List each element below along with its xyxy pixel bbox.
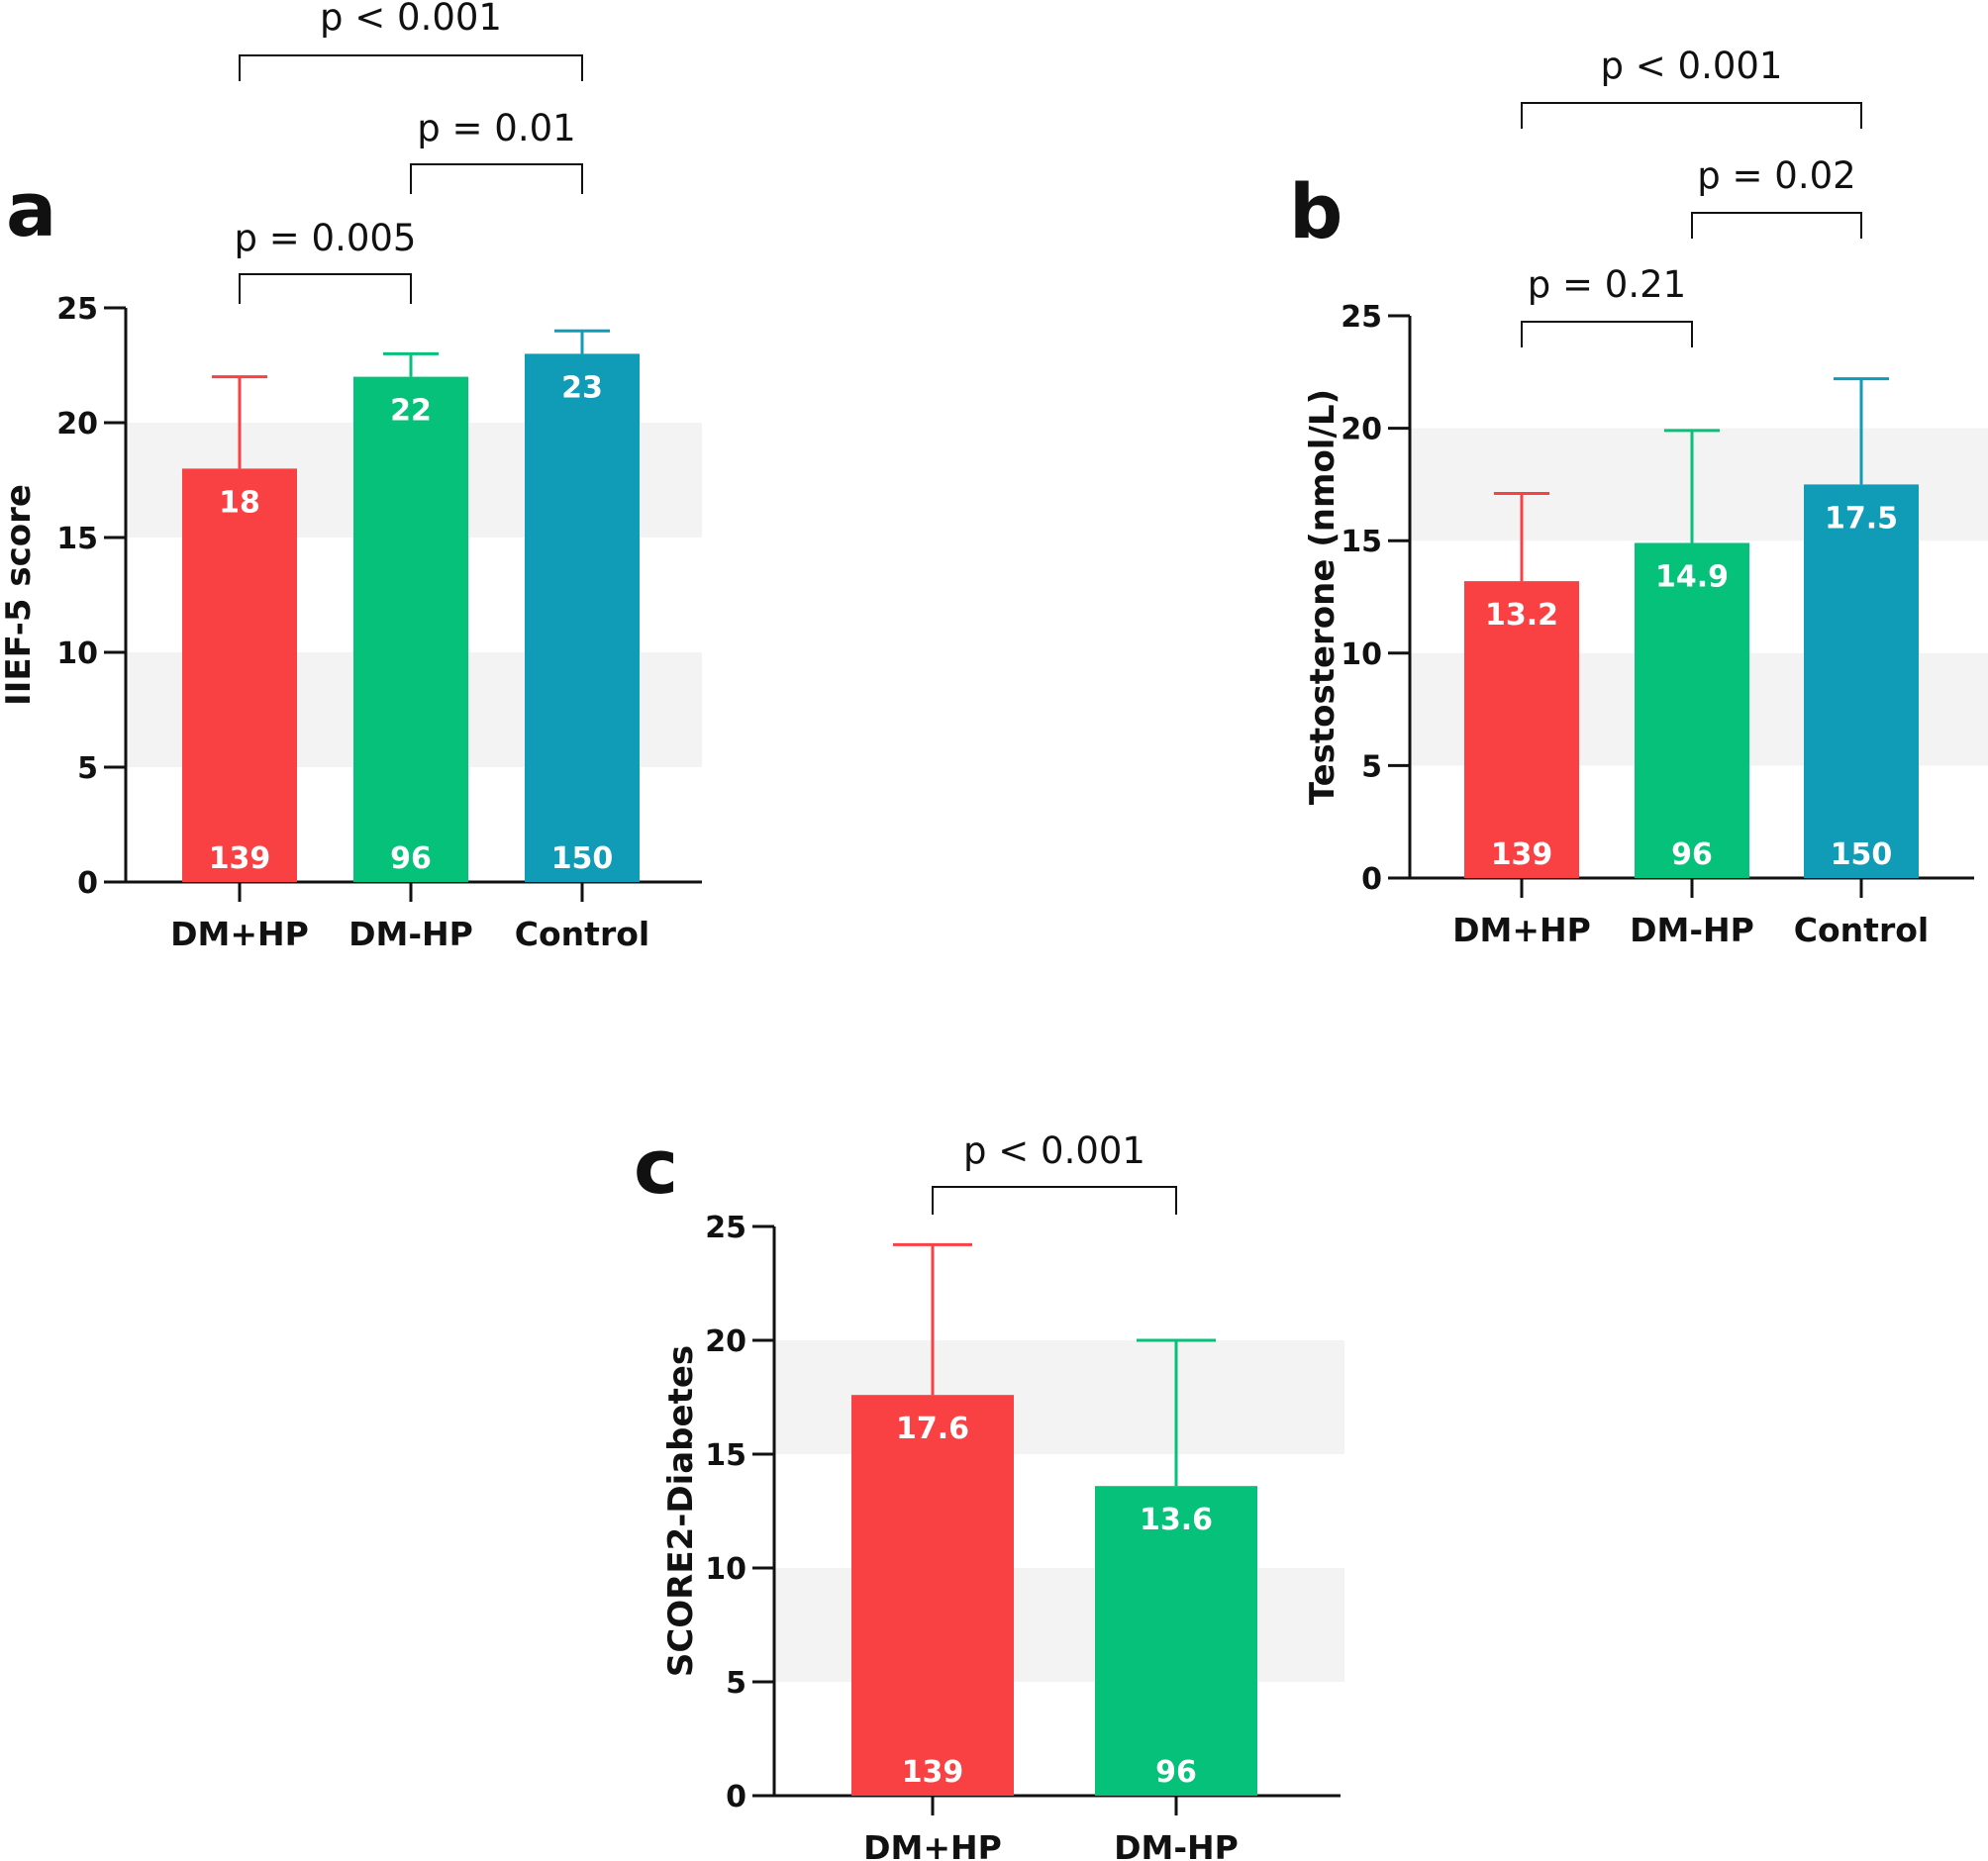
x-category-label: DM-HP — [1114, 1828, 1239, 1861]
bar-dm-hp — [1095, 1486, 1257, 1796]
bar-n-label: 139 — [902, 1755, 964, 1790]
panel-b: 0 5 10 15 20 25 Testosterone (nmol/L) 13.2 139 DM… — [1289, 45, 1988, 949]
bar-value-label: 22 — [390, 394, 432, 429]
panel-c: 0 5 10 15 20 25 SCORE2-Diabetes 17.6 139 DM+HP 13.… — [634, 1123, 1344, 1861]
x-category-label: DM+HP — [1452, 911, 1591, 949]
bar-control — [1804, 484, 1919, 878]
p-value-label: p = 0.01 — [417, 107, 575, 149]
y-tick-label: 0 — [77, 866, 98, 901]
x-category-label: Control — [515, 915, 649, 953]
y-tick-label: 20 — [1341, 413, 1382, 447]
panel-a: 0 5 10 15 20 25 IIEF-5 score 18 139 DM+HP 22 96 DM-H… — [0, 0, 702, 953]
y-tick-label: 5 — [1361, 749, 1382, 784]
x-category-label: DM-HP — [348, 915, 473, 953]
significance-bracket — [239, 54, 583, 81]
bar-control — [525, 353, 640, 882]
bar-value-label: 13.2 — [1485, 598, 1558, 633]
bar-n-label: 96 — [390, 841, 432, 876]
bar-dm-hp — [182, 468, 297, 882]
y-tick-label: 10 — [1341, 637, 1382, 672]
bar-value-label: 17.6 — [896, 1412, 969, 1446]
significance-bracket — [1691, 212, 1862, 239]
significance-bracket — [1521, 321, 1693, 347]
y-tick-label: 20 — [56, 407, 98, 441]
bar-n-label: 96 — [1155, 1755, 1197, 1790]
x-category-label: DM+HP — [170, 915, 309, 953]
y-tick-label: 5 — [726, 1666, 746, 1701]
y-axis-label: Testosterone (nmol/L) — [1303, 389, 1342, 805]
panel-label: b — [1289, 167, 1342, 255]
y-axis-label: IIEF-5 score — [0, 484, 39, 706]
y-tick-label: 25 — [56, 292, 98, 327]
p-value-label: p < 0.001 — [320, 0, 502, 39]
x-category-label: DM-HP — [1630, 911, 1754, 949]
bar-dm-hp — [1464, 581, 1579, 878]
y-tick-label: 15 — [1341, 525, 1382, 559]
p-value-label: p = 0.21 — [1528, 263, 1686, 306]
bar-dm-hp — [353, 376, 468, 882]
bar-n-label: 150 — [551, 841, 614, 876]
significance-bracket — [1521, 102, 1862, 129]
bar-n-label: 150 — [1831, 837, 1893, 872]
y-tick-label: 10 — [56, 637, 98, 671]
y-tick-label: 20 — [705, 1324, 746, 1359]
x-category-label: Control — [1794, 911, 1929, 949]
p-value-label: p < 0.001 — [1601, 45, 1783, 87]
significance-bracket — [410, 163, 583, 194]
y-axis-label: SCORE2-Diabetes — [661, 1345, 701, 1677]
p-value-label: p = 0.02 — [1697, 154, 1855, 197]
bar-n-label: 139 — [1491, 837, 1553, 872]
p-value-label: p = 0.005 — [235, 217, 417, 259]
bar-value-label: 14.9 — [1655, 559, 1729, 594]
y-tick-label: 15 — [705, 1438, 746, 1473]
p-value-label: p < 0.001 — [963, 1129, 1145, 1172]
bar-value-label: 23 — [561, 370, 603, 405]
y-tick-label: 0 — [1361, 862, 1382, 897]
bar-value-label: 13.6 — [1140, 1503, 1213, 1537]
significance-bracket — [932, 1186, 1177, 1215]
panel-label: a — [6, 165, 56, 253]
bar-dm-hp — [1635, 542, 1749, 878]
x-category-label: DM+HP — [863, 1828, 1002, 1861]
y-tick-label: 25 — [1341, 300, 1382, 335]
y-tick-label: 15 — [56, 522, 98, 556]
bar-n-label: 96 — [1671, 837, 1713, 872]
panel-label: c — [634, 1123, 678, 1211]
significance-bracket — [239, 273, 412, 304]
y-tick-label: 10 — [705, 1552, 746, 1587]
bar-n-label: 139 — [209, 841, 271, 876]
y-tick-label: 0 — [726, 1780, 746, 1814]
bar-value-label: 17.5 — [1825, 501, 1898, 536]
y-tick-label: 25 — [705, 1211, 746, 1245]
bar-dm-hp — [851, 1395, 1014, 1796]
bar-value-label: 18 — [219, 485, 260, 520]
y-tick-label: 5 — [77, 751, 98, 786]
